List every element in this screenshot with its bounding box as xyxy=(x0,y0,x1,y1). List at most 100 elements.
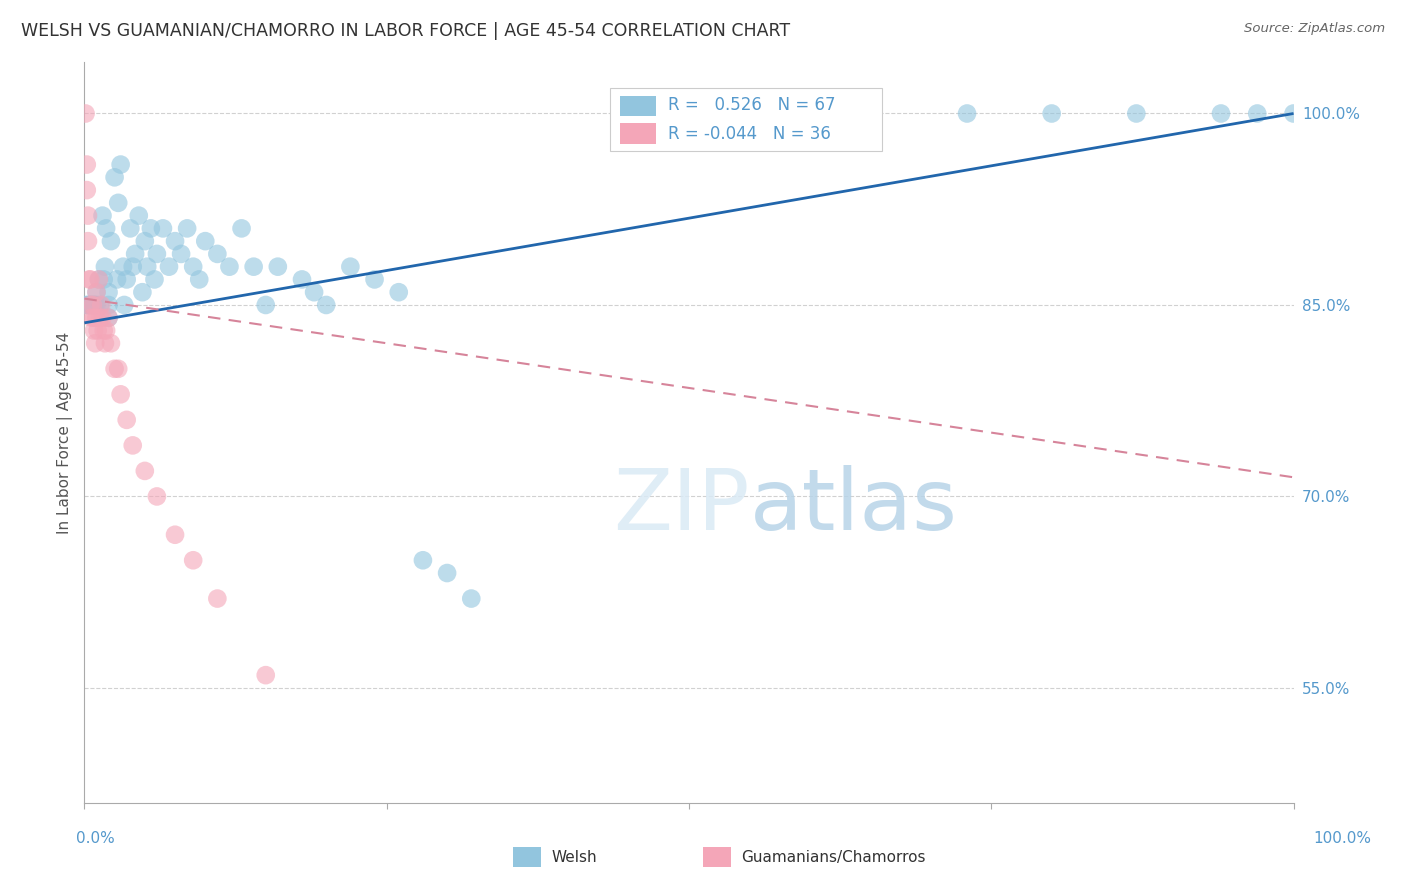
Point xyxy=(82,298,104,312)
Point xyxy=(254,668,277,682)
Point xyxy=(121,260,143,274)
Point xyxy=(112,260,135,274)
Point xyxy=(86,310,108,325)
Point xyxy=(110,157,132,171)
Point xyxy=(128,209,150,223)
FancyBboxPatch shape xyxy=(620,123,657,144)
Point xyxy=(139,221,162,235)
Point xyxy=(339,260,361,274)
Point xyxy=(107,361,129,376)
Point xyxy=(146,247,169,261)
Point xyxy=(120,221,142,235)
Point xyxy=(436,566,458,580)
Point xyxy=(77,298,100,312)
Point xyxy=(80,310,103,325)
Point xyxy=(207,247,229,261)
Point xyxy=(254,298,277,312)
Point xyxy=(97,298,120,312)
Point xyxy=(87,272,110,286)
Point xyxy=(823,106,845,120)
Point xyxy=(460,591,482,606)
Point xyxy=(104,361,127,376)
Point xyxy=(136,260,159,274)
Point xyxy=(83,324,105,338)
Point xyxy=(412,553,434,567)
Point xyxy=(76,298,98,312)
Point xyxy=(93,272,115,286)
Text: ZIP: ZIP xyxy=(613,465,749,549)
Point xyxy=(87,272,110,286)
Point xyxy=(165,527,187,541)
Point xyxy=(97,310,120,325)
Point xyxy=(86,285,108,300)
Y-axis label: In Labor Force | Age 45-54: In Labor Force | Age 45-54 xyxy=(58,332,73,533)
Point xyxy=(79,298,101,312)
Point xyxy=(76,183,98,197)
Point xyxy=(90,298,112,312)
Point xyxy=(77,209,100,223)
Point xyxy=(100,336,122,351)
Point xyxy=(152,221,174,235)
Point xyxy=(105,272,128,286)
Text: atlas: atlas xyxy=(749,465,957,549)
Point xyxy=(100,234,122,248)
Point xyxy=(194,234,217,248)
Point xyxy=(242,260,264,274)
Point xyxy=(89,310,111,325)
Text: 100.0%: 100.0% xyxy=(1313,831,1372,846)
Point xyxy=(112,298,135,312)
Text: Guamanians/Chamorros: Guamanians/Chamorros xyxy=(741,850,925,864)
Point xyxy=(79,272,101,286)
Point xyxy=(77,272,100,286)
Text: Welsh: Welsh xyxy=(551,850,596,864)
Point xyxy=(89,298,111,312)
Point xyxy=(84,298,107,312)
Point xyxy=(143,272,166,286)
Point xyxy=(107,195,129,210)
Text: Source: ZipAtlas.com: Source: ZipAtlas.com xyxy=(1244,22,1385,36)
Point xyxy=(115,272,138,286)
Point xyxy=(83,298,105,312)
Point xyxy=(956,106,979,120)
Point xyxy=(86,298,108,312)
Point xyxy=(1282,106,1305,120)
Text: R =   0.526   N = 67: R = 0.526 N = 67 xyxy=(668,95,837,113)
Point xyxy=(110,387,132,401)
Point xyxy=(218,260,240,274)
Point xyxy=(291,272,314,286)
Point xyxy=(176,221,198,235)
Point xyxy=(388,285,411,300)
Point xyxy=(157,260,180,274)
Point xyxy=(115,413,138,427)
Point xyxy=(84,336,107,351)
Point xyxy=(1040,106,1063,120)
Point xyxy=(170,247,193,261)
Point xyxy=(165,234,187,248)
Point xyxy=(131,285,153,300)
Point xyxy=(146,490,169,504)
Point xyxy=(86,324,108,338)
Point xyxy=(76,157,98,171)
Point xyxy=(315,298,337,312)
Point xyxy=(207,591,229,606)
Point xyxy=(1246,106,1268,120)
Point xyxy=(363,272,385,286)
FancyBboxPatch shape xyxy=(610,88,883,152)
Point xyxy=(91,310,114,325)
Point xyxy=(104,170,127,185)
Point xyxy=(1209,106,1232,120)
Point xyxy=(134,234,156,248)
Point xyxy=(121,438,143,452)
Point xyxy=(231,221,253,235)
Point xyxy=(94,221,117,235)
Point xyxy=(134,464,156,478)
Point xyxy=(77,298,100,312)
Point xyxy=(267,260,290,274)
Point xyxy=(94,336,117,351)
Point xyxy=(79,298,101,312)
Point xyxy=(1125,106,1147,120)
Point xyxy=(91,209,114,223)
Point xyxy=(188,272,211,286)
Point xyxy=(97,310,120,325)
FancyBboxPatch shape xyxy=(620,95,657,117)
